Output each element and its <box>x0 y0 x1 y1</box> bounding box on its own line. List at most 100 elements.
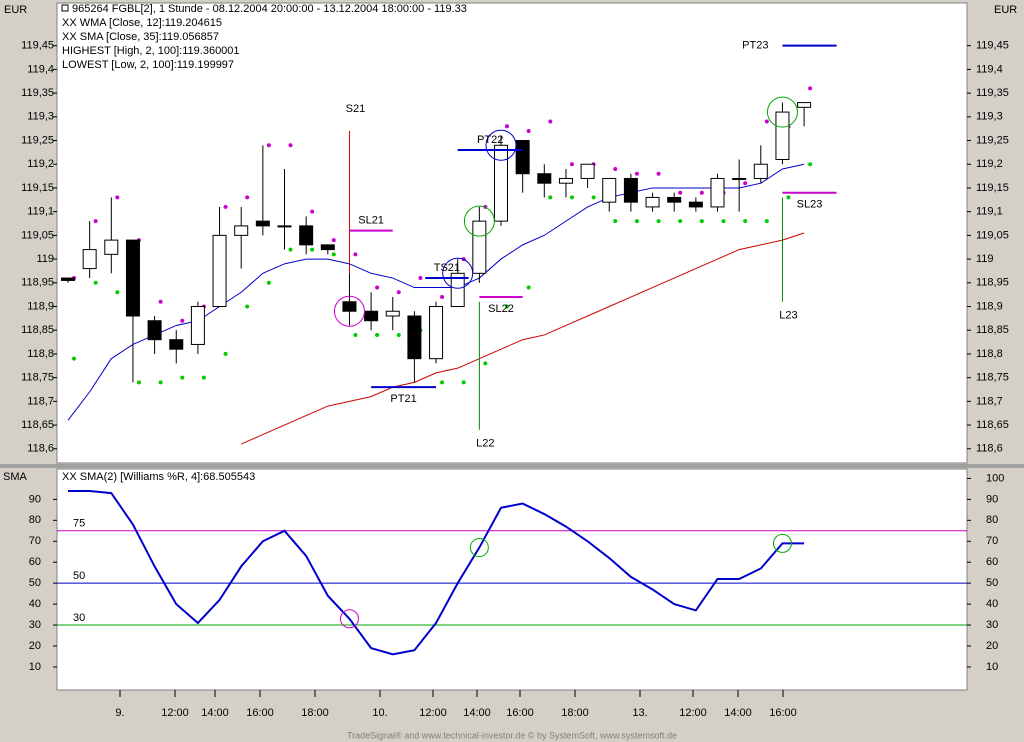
y-tick-label: 119,05 <box>21 229 54 241</box>
indicator-dot <box>569 195 574 200</box>
y-tick-label: 119,1 <box>27 206 54 218</box>
x-tick-label: 10. <box>372 707 387 719</box>
indicator-dot <box>548 119 553 124</box>
y-tick-label: 118,95 <box>976 277 1009 289</box>
indicator-dot <box>764 219 769 224</box>
level-label: 50 <box>73 570 85 582</box>
x-tick-label: 9. <box>115 707 124 719</box>
y-tick-label: 119,45 <box>21 40 54 52</box>
y-tick-label: 118,9 <box>27 300 54 312</box>
annotation-label: L23 <box>779 310 797 322</box>
y-tick-label: 119,45 <box>976 40 1009 52</box>
annotation-label: L22 <box>476 438 494 450</box>
candle-body <box>61 277 75 281</box>
x-tick-label: 12:00 <box>679 707 707 719</box>
candle-body <box>515 140 530 175</box>
y2-tick-label: 10 <box>986 661 998 673</box>
y-tick-label: 118,8 <box>27 348 54 360</box>
y-tick-label: 20 <box>29 640 41 652</box>
indicator-dot <box>613 219 618 224</box>
indicator-dot <box>72 356 76 361</box>
candle-body <box>234 225 249 236</box>
indicator-dot <box>613 166 618 171</box>
candle-body <box>255 220 270 227</box>
candle-body <box>385 310 400 317</box>
y-tick-label: 50 <box>29 577 41 589</box>
indicator-dot <box>678 219 683 224</box>
candle-body <box>623 177 638 203</box>
signal-circle <box>463 205 495 237</box>
legend-entry: XX WMA [Close, 12]:119.204615 <box>62 17 222 29</box>
indicator-dot <box>245 195 250 200</box>
level-label: 75 <box>73 518 85 530</box>
indicator-dot <box>115 290 120 295</box>
title-icon <box>61 4 69 12</box>
y2-tick-label: 90 <box>986 493 998 505</box>
y-tick-label: 119,4 <box>27 63 54 75</box>
candle-body <box>472 220 487 274</box>
indicator-dot <box>93 280 98 285</box>
indicator-dot <box>699 190 704 195</box>
candle-body <box>147 320 162 341</box>
indicator-dot <box>505 304 509 309</box>
y-tick-label: 119,35 <box>976 87 1009 99</box>
indicator-dot <box>461 380 466 385</box>
candle-body <box>775 111 790 160</box>
candle-body <box>277 225 292 228</box>
indicator-dot <box>201 375 206 380</box>
indicator-panel <box>56 468 968 691</box>
signal-circle <box>333 295 365 327</box>
x-tick-label: 14:00 <box>724 707 752 719</box>
annotation-label: PT21 <box>390 393 416 405</box>
candle-body <box>537 173 552 184</box>
y-tick-label: 118,6 <box>976 443 1003 455</box>
indicator-dot <box>569 162 574 167</box>
candle-body <box>169 339 184 350</box>
candle-body <box>558 177 573 184</box>
y-tick-label: 30 <box>29 619 41 631</box>
indicator-dot <box>743 181 748 186</box>
candle-body <box>602 177 617 203</box>
legend-entry: XX SMA(2) [Williams %R, 4]:68.505543 <box>62 471 255 483</box>
y-tick-label: 119,3 <box>27 111 54 123</box>
legend-entry: LOWEST [Low, 2, 100]:119.199997 <box>62 59 234 71</box>
y-tick-label: 40 <box>29 598 41 610</box>
y-tick-label: 118,95 <box>21 277 54 289</box>
footer: TradeSignal® and www.technical-investor.… <box>347 730 677 740</box>
panel-splitter[interactable] <box>0 464 1024 468</box>
y2-tick-label: 30 <box>986 619 998 631</box>
x-tick-label: 14:00 <box>201 707 229 719</box>
indicator-dot <box>375 285 380 290</box>
y-tick-label: 119,1 <box>976 206 1003 218</box>
y-tick-label: 119,15 <box>21 182 54 194</box>
indicator-dot <box>483 361 488 366</box>
candle-body <box>82 249 97 270</box>
indicator-dot <box>440 295 445 300</box>
indicator-dot <box>721 219 726 224</box>
y-tick-label: 118,65 <box>976 419 1009 431</box>
indicator-dot <box>634 171 639 176</box>
x-tick-label: 12:00 <box>419 707 447 719</box>
y-tick-label: 60 <box>29 556 41 568</box>
y-tick-label: 119,2 <box>976 158 1003 170</box>
candle-body <box>667 196 682 203</box>
y-tick-label: 118,6 <box>27 443 54 455</box>
indicator-dot <box>115 195 120 200</box>
y-tick-label: 118,7 <box>27 395 54 407</box>
indicator-line <box>68 489 805 656</box>
y-tick-label: 118,85 <box>976 324 1009 336</box>
candle-body <box>429 306 444 360</box>
candle-body <box>364 310 379 322</box>
annotation-label: SL23 <box>797 199 823 211</box>
x-tick-label: 16:00 <box>769 707 797 719</box>
indicator-dot <box>93 219 98 224</box>
signal-circle <box>469 538 489 558</box>
y-tick-label: 118,65 <box>21 419 54 431</box>
candle-body <box>494 144 508 222</box>
signal-circle <box>772 533 792 553</box>
y-tick-label: 119,2 <box>27 158 54 170</box>
y-tick-label: 118,7 <box>976 395 1003 407</box>
indicator-dot <box>743 219 748 224</box>
signal-circle <box>442 257 474 289</box>
